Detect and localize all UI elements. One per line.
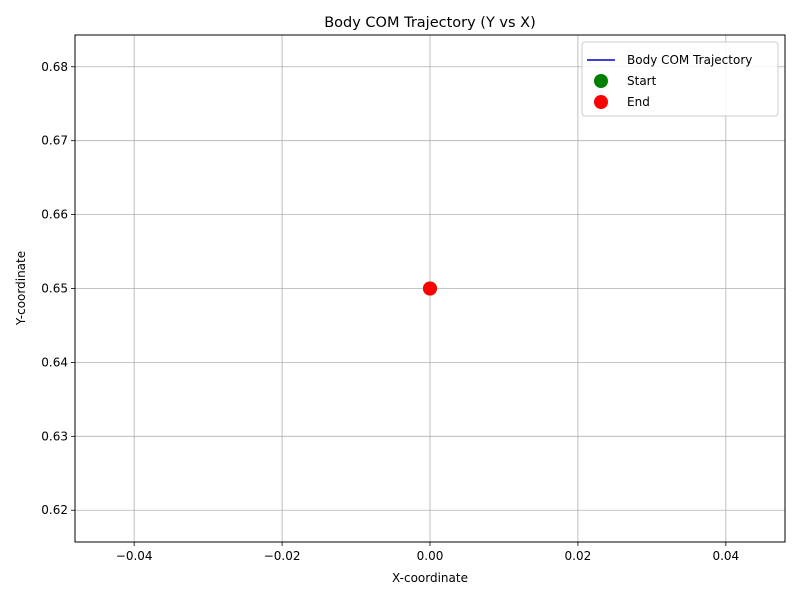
y-tick-label: 0.66 (41, 208, 68, 222)
x-axis-label: X-coordinate (392, 571, 468, 585)
legend-swatch-end (594, 95, 608, 109)
y-tick-label: 0.68 (41, 60, 68, 74)
x-tick-label: 0.00 (417, 549, 444, 563)
legend-label-end: End (627, 95, 650, 109)
y-tick-label: 0.64 (41, 355, 68, 369)
end-point-marker (423, 281, 437, 296)
x-tick-label: −0.04 (116, 549, 153, 563)
y-tick-label: 0.67 (41, 134, 68, 148)
x-tick-label: −0.02 (264, 549, 301, 563)
y-axis-label: Y-coordinate (14, 251, 28, 326)
legend-label-body-com-trajectory: Body COM Trajectory (627, 53, 752, 67)
legend: Body COM Trajectory Start End (581, 41, 779, 117)
legend-swatch-start (594, 74, 608, 88)
x-tick-label: 0.04 (712, 549, 739, 563)
y-tick-label: 0.62 (41, 503, 68, 517)
legend-label-start: Start (627, 74, 657, 88)
chart-title: Body COM Trajectory (Y vs X) (324, 15, 536, 31)
x-tick-label: 0.02 (565, 549, 592, 563)
plot-series (423, 281, 437, 296)
legend-box (581, 41, 779, 117)
y-tick-label: 0.65 (41, 282, 68, 296)
y-tick-label: 0.63 (41, 429, 68, 443)
axes: −0.04 −0.02 0.00 0.02 0.04 0.62 0.63 0.64 0.65 0.… (41, 60, 739, 563)
